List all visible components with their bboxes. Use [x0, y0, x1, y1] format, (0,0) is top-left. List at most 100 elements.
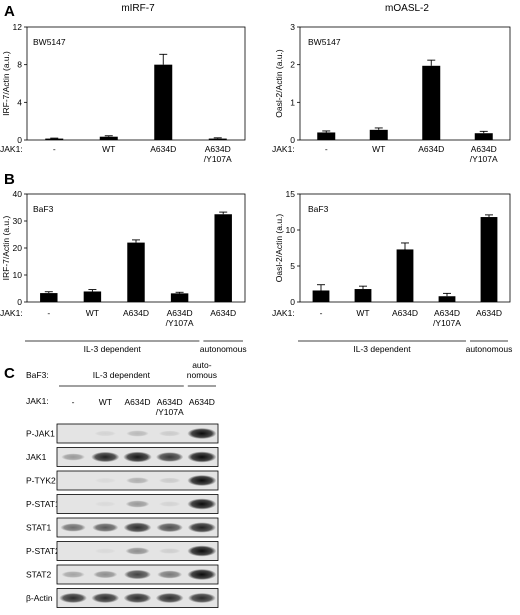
y-tick-label: 12	[13, 22, 23, 32]
category-label: A634D	[392, 308, 418, 318]
blot-band	[158, 501, 181, 507]
blot-band	[157, 570, 183, 579]
y-axis-label: IRF-7/Actin (a.u.)	[1, 51, 11, 116]
plot-frame	[26, 26, 246, 141]
chart-B-right: BaF3 0 5 10 15 Oasl-2/Actin (a.u.) - WT A634D A63…	[272, 189, 512, 354]
bar-charts: mIRF-7 BW5147 0 4 8 12 IRF-7/Actin (a.u.) - WT A6…	[0, 3, 512, 354]
blot-band	[156, 522, 183, 533]
bar	[214, 214, 232, 302]
chart-B-left: BaF3 0 10 20 30 40 IRF-7/Actin (a.u.) - WT A634D A…	[0, 189, 247, 354]
group-label: IL-3 dependent	[353, 344, 411, 354]
y-tick-label: 2	[290, 60, 295, 70]
category-label: -	[320, 308, 323, 318]
bar	[312, 290, 330, 302]
y-tick-label: 0	[290, 135, 295, 145]
chart-title: mIRF-7	[121, 3, 155, 14]
chart-A-right: mOASL-2 BW5147 0 1 2 3 Oasl-2/Actin (a.u.) - WT A…	[272, 3, 511, 164]
panel-letter-c: C	[4, 365, 15, 382]
category-label: WT	[102, 144, 115, 154]
y-tick-label: 0	[17, 297, 22, 307]
category-label: A634D/Y107A	[433, 308, 461, 328]
blot-lane-label: WT	[99, 397, 112, 407]
blot-row-label-3: P-STAT1	[26, 499, 60, 509]
blot-band	[155, 592, 184, 604]
y-axis-label: Oasl-2/Actin (a.u.)	[274, 49, 284, 118]
bar	[83, 291, 102, 302]
bar	[154, 64, 173, 140]
blot-lane-label: A634D	[125, 397, 151, 407]
chart-title: mOASL-2	[385, 3, 429, 14]
y-tick-label: 10	[13, 270, 23, 280]
cell-line-label: BW5147	[308, 37, 341, 47]
y-tick-label: 10	[286, 225, 296, 235]
panel-letter-a: A	[4, 3, 15, 20]
blot-row-label-5: P-STAT2	[26, 546, 60, 556]
group-label: autonomous	[466, 344, 513, 354]
blot-band	[187, 545, 217, 557]
blot-band	[156, 452, 184, 462]
blot-band	[94, 501, 116, 507]
row-label-jak1: JAK1:	[272, 308, 295, 318]
bar	[354, 289, 372, 302]
bar	[170, 293, 189, 302]
category-label: WT	[372, 144, 385, 154]
category-label: A634D	[210, 308, 236, 318]
blot-row-label-0: P-JAK1	[26, 429, 55, 439]
bar	[99, 136, 118, 140]
blot-band	[94, 430, 117, 437]
chart-A-left: mIRF-7 BW5147 0 4 8 12 IRF-7/Actin (a.u.) - WT A6…	[0, 3, 246, 164]
y-tick-label: 30	[13, 216, 23, 226]
blot-band	[188, 592, 216, 604]
blot-band	[187, 475, 217, 486]
category-label: A634D	[418, 144, 444, 154]
blot-band	[126, 430, 149, 437]
blot-cell-label: BaF3:	[26, 370, 49, 380]
category-label: A634D	[123, 308, 149, 318]
cell-line-label: BaF3	[308, 204, 329, 214]
y-axis-label: IRF-7/Actin (a.u.)	[1, 215, 11, 280]
bar	[474, 133, 493, 140]
blot-lane-label: A634D	[189, 397, 215, 407]
blot-band	[61, 571, 85, 578]
blot-band	[187, 522, 216, 533]
blot-band	[59, 592, 87, 604]
plot-frame	[299, 26, 511, 141]
y-tick-label: 20	[13, 243, 23, 253]
y-tick-label: 4	[17, 97, 22, 107]
blot-band	[158, 477, 181, 484]
group-label: autonomous	[200, 344, 247, 354]
cell-line-label: BaF3	[33, 204, 54, 214]
blot-row-label-7: β-Actin	[26, 593, 53, 603]
category-label: WT	[86, 308, 99, 318]
blot-row-label-6: STAT2	[26, 570, 51, 580]
blot-lane-label: -	[72, 397, 75, 407]
blot-band	[187, 498, 217, 510]
blot-band	[187, 569, 217, 580]
blot-band	[91, 592, 120, 604]
panel-letter-b: B	[4, 171, 15, 188]
bar	[40, 293, 58, 302]
y-tick-label: 0	[17, 135, 22, 145]
y-tick-label: 40	[13, 189, 23, 199]
bar	[422, 65, 441, 140]
blot-band	[158, 430, 181, 437]
blot-band	[94, 477, 116, 484]
blot-band	[187, 428, 217, 439]
row-label-jak1: JAK1:	[272, 144, 295, 154]
bar	[127, 242, 145, 302]
category-label: A634D/Y107A	[166, 308, 194, 328]
y-tick-label: 5	[290, 261, 295, 271]
blot-band	[123, 592, 152, 604]
row-label-jak1: JAK1:	[0, 308, 23, 318]
bar	[396, 249, 414, 302]
bar	[317, 132, 336, 140]
y-tick-label: 8	[17, 60, 22, 70]
blot-group-label: IL-3 dependent	[93, 370, 151, 380]
blot-band	[124, 569, 151, 580]
category-label: -	[47, 308, 50, 318]
bar	[438, 296, 456, 302]
blot-band	[61, 453, 85, 461]
bar	[369, 129, 388, 140]
blot-band	[91, 451, 120, 463]
bar	[208, 138, 227, 140]
